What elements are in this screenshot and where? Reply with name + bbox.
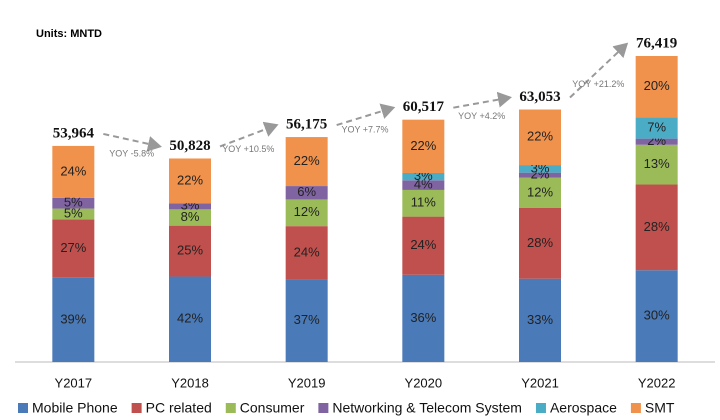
- bar-segment: [169, 276, 211, 362]
- segment-label: 37%: [294, 312, 320, 327]
- bar-segment: [635, 184, 678, 271]
- yoy-arrow: [219, 121, 279, 148]
- bar-segment: [52, 208, 95, 220]
- legend-swatch: [318, 403, 329, 413]
- bar-segment: [52, 197, 95, 209]
- legend-swatch: [630, 403, 641, 413]
- segment-label: 36%: [410, 310, 436, 325]
- bar-segment: [402, 216, 445, 275]
- bar-segment: [169, 203, 211, 210]
- yoy-arrow: [569, 42, 629, 99]
- bar-segment: [519, 109, 561, 166]
- bar-segment: [635, 117, 678, 139]
- yoy-arrow: [453, 91, 512, 109]
- total-label: 50,828: [169, 138, 210, 154]
- segment-label: 12%: [527, 184, 553, 199]
- yoy-label: YOY -5.8%: [109, 149, 154, 159]
- total-label: 56,175: [286, 116, 327, 132]
- total-label: 53,964: [53, 125, 95, 141]
- bar-segment: [285, 137, 328, 187]
- bar-segment: [402, 172, 445, 181]
- legend-label: Consumer: [240, 400, 305, 416]
- legend-label: Networking & Telecom System: [332, 400, 522, 416]
- x-tick-label: Y2022: [638, 375, 676, 390]
- segment-label: 22%: [177, 172, 203, 187]
- x-tick-label: Y2019: [288, 375, 326, 390]
- bar-segment: [285, 199, 328, 227]
- yoy-label: YOY +10.5%: [222, 144, 274, 154]
- segment-label: 4%: [414, 177, 433, 192]
- x-tick-label: Y2018: [171, 375, 209, 390]
- bar-segment: [402, 119, 445, 173]
- bar-segment: [52, 277, 95, 362]
- total-label: 76,419: [636, 35, 677, 51]
- bar-segment: [169, 225, 211, 277]
- yoy-arrow: [103, 132, 162, 152]
- segment-label: 22%: [527, 129, 553, 144]
- segment-label: 33%: [527, 312, 553, 327]
- segment-label: 22%: [294, 153, 320, 168]
- total-label: 63,053: [519, 89, 560, 105]
- bar-segment: [402, 189, 445, 217]
- segment-label: 42%: [177, 311, 203, 326]
- bar-segment: [52, 145, 95, 198]
- bar-segment: [285, 279, 328, 362]
- bar-segment: [285, 226, 328, 280]
- bar-segment: [169, 209, 211, 226]
- bar-segment: [519, 278, 561, 362]
- segment-label: 27%: [60, 240, 86, 255]
- segment-label: 7%: [647, 119, 666, 134]
- bar-segment: [635, 144, 678, 185]
- legend-label: Aerospace: [550, 400, 617, 416]
- legend-swatch: [131, 403, 142, 413]
- bar-segment: [635, 56, 678, 118]
- bar-segment: [635, 270, 678, 362]
- yoy-label: YOY +21.2%: [572, 79, 624, 89]
- segment-label: 28%: [644, 219, 670, 234]
- bar-segment: [52, 219, 95, 278]
- legend-label: Mobile Phone: [32, 400, 118, 416]
- bar-segment: [519, 207, 561, 279]
- bar-segment: [635, 138, 678, 145]
- bar-segment: [285, 186, 328, 200]
- bar-segment: [519, 165, 561, 173]
- segment-label: 5%: [64, 195, 83, 210]
- segment-label: 13%: [644, 156, 670, 171]
- bar-segment: [402, 180, 445, 190]
- segment-label: 28%: [527, 235, 553, 250]
- legend-swatch: [535, 403, 546, 413]
- segment-label: 30%: [644, 308, 670, 323]
- x-tick-label: Y2020: [405, 375, 443, 390]
- x-tick-label: Y2017: [55, 375, 93, 390]
- yoy-arrow: [336, 103, 396, 127]
- segment-label: 11%: [411, 195, 436, 210]
- total-label: 60,517: [403, 99, 445, 115]
- segment-label: 25%: [177, 243, 203, 258]
- segment-label: 24%: [294, 244, 320, 259]
- legend-swatch: [225, 403, 236, 413]
- bar-segment: [169, 158, 211, 204]
- segment-label: 8%: [181, 209, 200, 224]
- segment-label: 24%: [60, 163, 86, 178]
- legend-label: SMT: [645, 400, 675, 416]
- segment-label: 39%: [60, 311, 86, 326]
- legend-swatch: [18, 403, 28, 413]
- segment-label: 6%: [297, 184, 316, 199]
- yoy-label: YOY +7.7%: [341, 125, 388, 135]
- x-tick-label: Y2021: [521, 375, 559, 390]
- segment-label: 20%: [644, 78, 670, 93]
- bar-segment: [519, 172, 561, 178]
- segment-label: 24%: [410, 237, 436, 252]
- segment-label: 5%: [64, 205, 83, 220]
- bar-segment: [402, 274, 445, 362]
- segment-label: 12%: [294, 204, 320, 219]
- legend-label: PC related: [146, 400, 212, 416]
- bar-segment: [519, 177, 561, 208]
- yoy-label: YOY +4.2%: [458, 111, 505, 121]
- segment-label: 22%: [410, 138, 436, 153]
- chart-title: Units: MNTD: [36, 28, 102, 40]
